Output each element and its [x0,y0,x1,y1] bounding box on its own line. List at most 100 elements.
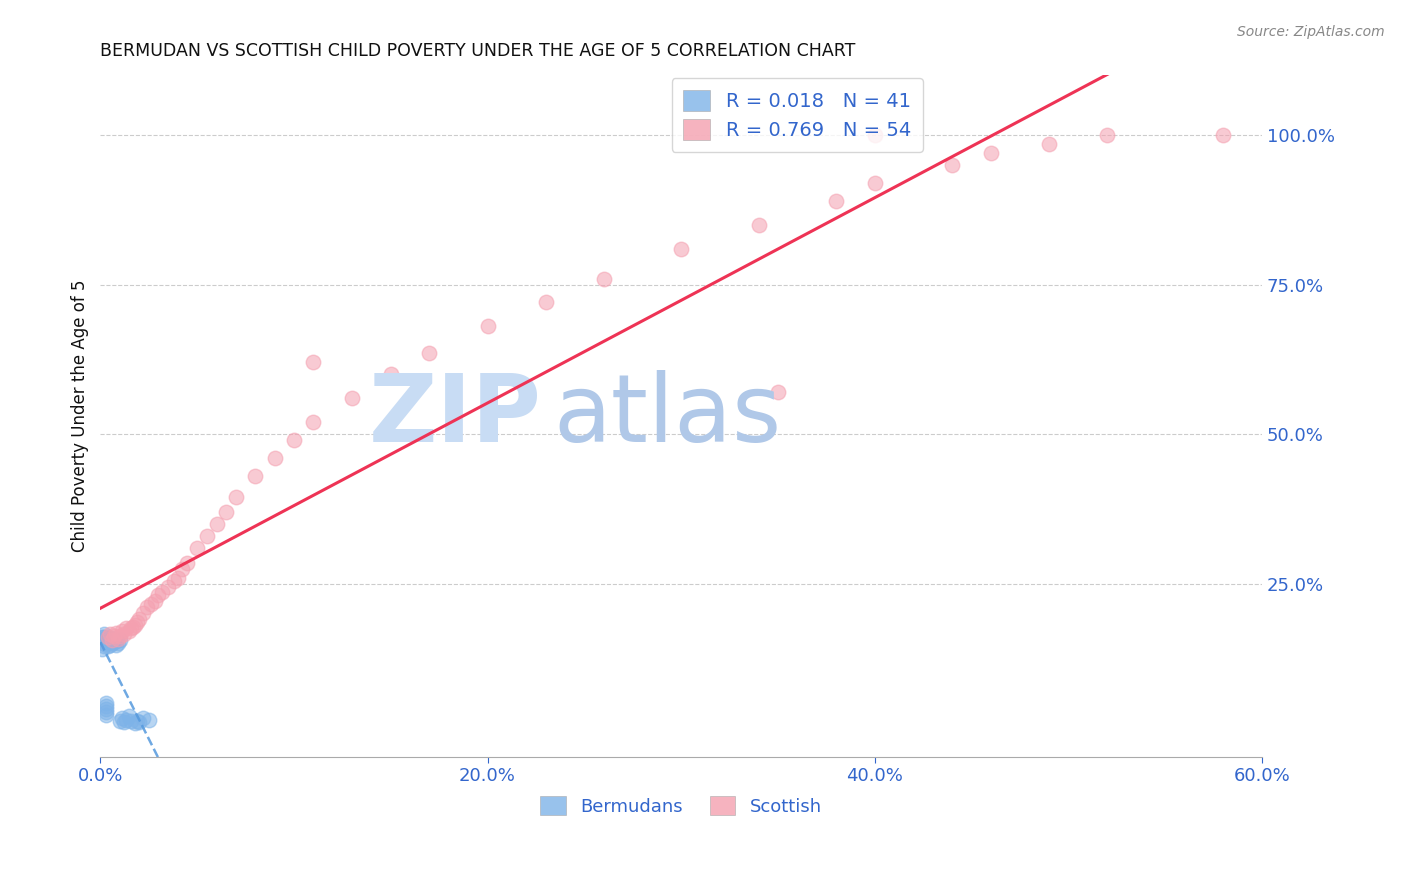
Point [176,556,198,570]
Point [143,594,166,608]
Point [166,570,188,584]
Point [93,631,115,645]
Text: Source: ZipAtlas.com: Source: ZipAtlas.com [1237,25,1385,39]
Point [120,714,142,728]
Point [101,633,124,648]
Point [127,615,149,630]
Point [132,711,155,725]
Point [118,709,141,723]
Point [205,516,228,531]
Point [103,629,125,643]
Point [91,636,114,650]
Point [128,715,150,730]
Point [97,631,120,645]
Point [148,589,170,603]
Point [132,607,155,621]
Point [98,638,121,652]
Point [163,574,186,588]
Point [139,598,162,612]
Point [107,636,129,650]
Point [93,633,115,648]
Point [124,618,146,632]
Point [93,640,115,654]
Point [263,450,285,465]
Point [128,612,150,626]
Point [93,632,115,647]
Point [283,433,305,447]
Point [96,705,118,719]
Y-axis label: Child Poverty Under the Age of 5: Child Poverty Under the Age of 5 [72,280,89,552]
Text: BERMUDAN VS SCOTTISH CHILD POVERTY UNDER THE AGE OF 5 CORRELATION CHART: BERMUDAN VS SCOTTISH CHILD POVERTY UNDER… [100,42,856,60]
Legend: Bermudans, Scottish: Bermudans, Scottish [533,789,830,823]
Point [98,634,121,648]
Point [91,631,114,645]
Point [127,714,149,728]
Point [97,640,120,654]
Point [825,194,848,208]
Point [245,469,267,483]
Point [104,634,127,648]
Point [302,415,325,429]
Point [114,713,136,727]
Point [170,561,193,575]
Point [748,218,770,232]
Point [863,128,886,142]
Point [863,176,886,190]
Point [93,636,115,650]
Point [215,505,238,519]
Point [98,632,121,646]
Point [157,580,180,594]
Point [150,585,173,599]
Point [93,627,115,641]
Point [1095,128,1118,142]
Point [108,629,131,643]
Point [195,529,218,543]
Point [122,619,145,633]
Point [91,633,114,648]
Point [96,699,118,714]
Point [592,271,614,285]
Point [111,624,134,639]
Point [980,145,1002,160]
Point [534,295,557,310]
Point [108,714,131,728]
Point [91,642,114,657]
Point [302,355,325,369]
Point [124,716,146,731]
Point [98,627,121,641]
Point [96,708,118,723]
Point [107,632,129,646]
Point [104,625,127,640]
Point [138,713,160,727]
Point [96,696,118,710]
Text: atlas: atlas [554,370,782,462]
Point [340,391,363,405]
Point [669,242,692,256]
Point [97,631,120,645]
Point [135,600,157,615]
Point [101,632,124,647]
Point [477,319,499,334]
Point [104,638,127,652]
Point [103,632,125,646]
Point [418,346,440,360]
Point [97,636,120,650]
Point [186,541,208,555]
Point [96,702,118,716]
Point [114,621,136,635]
Point [101,636,124,650]
Point [941,158,963,172]
Point [380,368,402,382]
Point [225,490,247,504]
Point [1212,128,1234,142]
Point [1038,136,1060,151]
Point [103,635,125,649]
Point [766,385,789,400]
Point [108,633,131,648]
Text: ZIP: ZIP [368,370,541,462]
Point [97,633,120,648]
Point [111,711,134,725]
Point [118,624,141,639]
Point [112,715,135,730]
Point [112,627,135,641]
